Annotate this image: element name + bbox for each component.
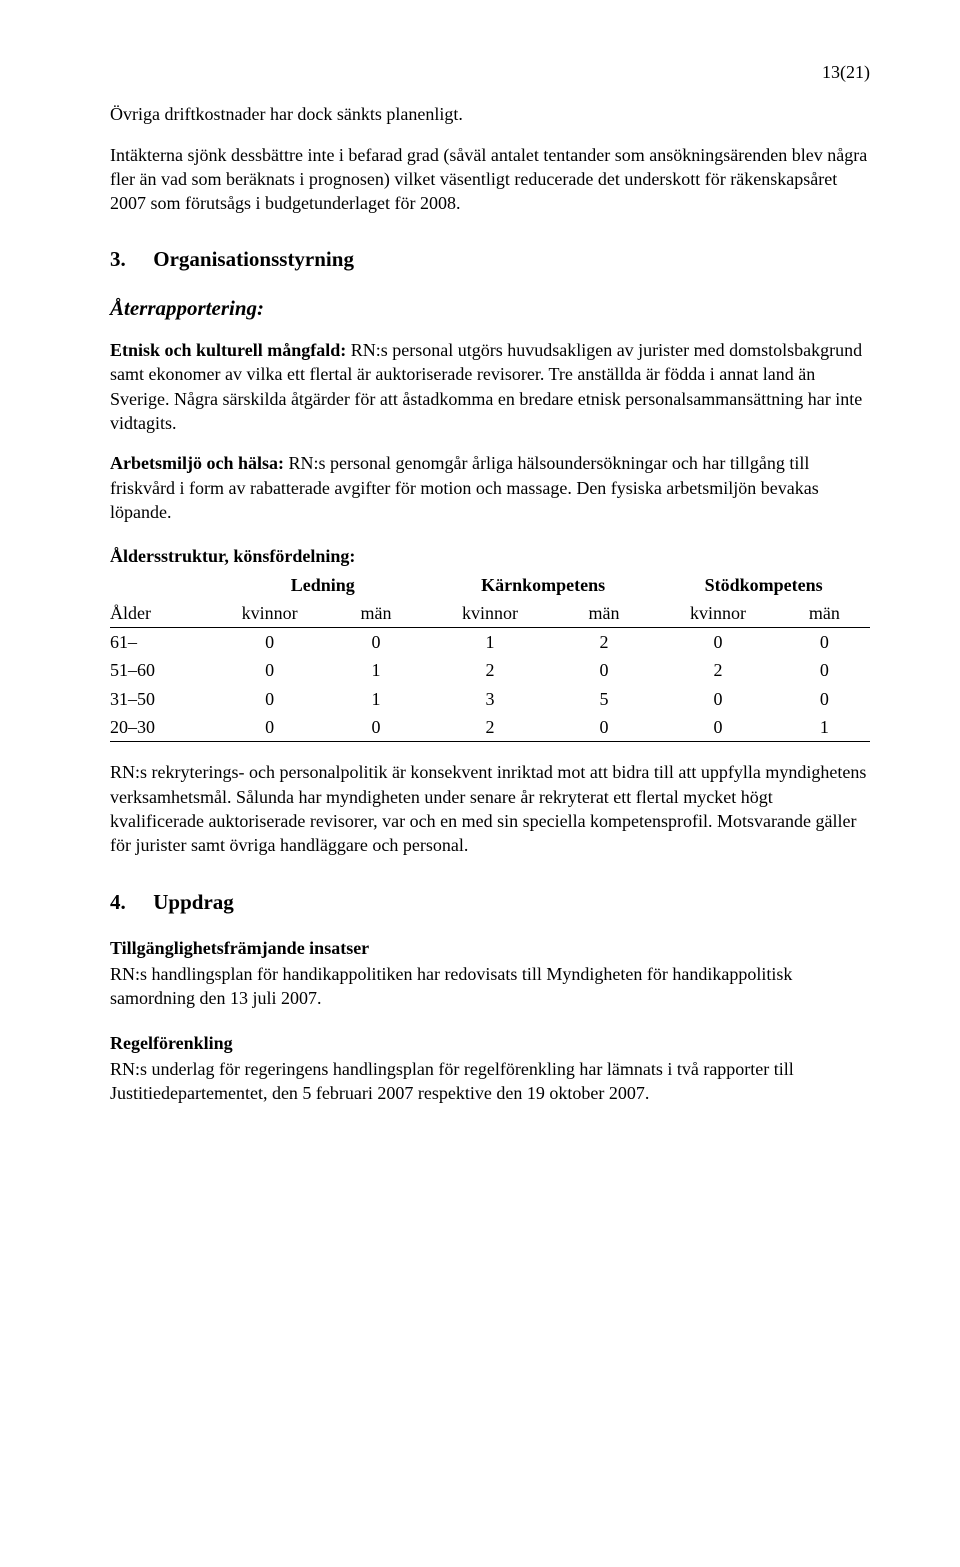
table-heading: Åldersstruktur, könsfördelning: (110, 544, 870, 568)
table-cell: 3 (429, 685, 551, 713)
age-structure-table: Ledning Kärnkompetens Stödkompetens Ålde… (110, 571, 870, 743)
etnisk-mangfald-label: Etnisk och kulturell mångfald: (110, 340, 346, 360)
arbetsmiljo-label: Arbetsmiljö och hälsa: (110, 453, 284, 473)
table-cell: 0 (216, 685, 322, 713)
paragraph-rekrytering: RN:s rekryterings- och personalpolitik ä… (110, 760, 870, 857)
table-cell: 1 (429, 628, 551, 657)
aterrapportering-heading: Återrapportering: (110, 294, 870, 322)
regelforenkling-heading: Regelförenkling (110, 1031, 870, 1055)
col-header: kvinnor (216, 599, 322, 628)
table-cell: 2 (551, 628, 657, 657)
table-cell: 5 (551, 685, 657, 713)
table-cell: 2 (429, 656, 551, 684)
table-cell: 0 (216, 628, 322, 657)
col-header: kvinnor (429, 599, 551, 628)
group-header (110, 571, 216, 599)
table-cell: 61– (110, 628, 216, 657)
table-cell: 0 (657, 685, 779, 713)
group-header-stodkompetens: Stödkompetens (657, 571, 870, 599)
table-cell: 2 (429, 713, 551, 742)
table-cell: 0 (551, 713, 657, 742)
section-4-title: Uppdrag (153, 890, 234, 914)
table-body: 61–00120051–6001202031–5001350020–300020… (110, 628, 870, 742)
group-header-karnkompetens: Kärnkompetens (429, 571, 657, 599)
paragraph-driftkostnader: Övriga driftkostnader har dock sänkts pl… (110, 102, 870, 126)
table-cell: 0 (779, 628, 870, 657)
table-cell: 51–60 (110, 656, 216, 684)
table-row: 20–30002001 (110, 713, 870, 742)
table-row: 61–001200 (110, 628, 870, 657)
col-header: män (323, 599, 429, 628)
section-4-number: 4. (110, 888, 148, 916)
tillganglighet-heading: Tillgänglighetsfrämjande insatser (110, 936, 870, 960)
col-header: män (551, 599, 657, 628)
table-cell: 0 (216, 713, 322, 742)
col-header: män (779, 599, 870, 628)
paragraph-regelforenkling: RN:s underlag för regeringens handlingsp… (110, 1057, 870, 1106)
table-cell: 0 (779, 685, 870, 713)
table-row: 31–50013500 (110, 685, 870, 713)
table-cell: 0 (323, 713, 429, 742)
table-cell: 0 (657, 713, 779, 742)
table-cell: 1 (779, 713, 870, 742)
table-cell: 0 (551, 656, 657, 684)
group-header-ledning: Ledning (216, 571, 429, 599)
table-cell: 0 (323, 628, 429, 657)
table-cell: 0 (657, 628, 779, 657)
section-3-heading: 3. Organisationsstyrning (110, 245, 870, 273)
section-4-heading: 4. Uppdrag (110, 888, 870, 916)
table-cell: 31–50 (110, 685, 216, 713)
table-cell: 0 (216, 656, 322, 684)
table-cell: 2 (657, 656, 779, 684)
table-row: 51–60012020 (110, 656, 870, 684)
section-3-number: 3. (110, 245, 148, 273)
table-cell: 1 (323, 656, 429, 684)
paragraph-etnisk-mangfald: Etnisk och kulturell mångfald: RN:s pers… (110, 338, 870, 435)
col-header: Ålder (110, 599, 216, 628)
table-cell: 20–30 (110, 713, 216, 742)
page-number: 13(21) (110, 60, 870, 84)
paragraph-arbetsmiljo: Arbetsmiljö och hälsa: RN:s personal gen… (110, 451, 870, 524)
col-header: kvinnor (657, 599, 779, 628)
section-3-title: Organisationsstyrning (153, 247, 354, 271)
paragraph-tillganglighet: RN:s handlingsplan för handikappolitiken… (110, 962, 870, 1011)
table-cell: 0 (779, 656, 870, 684)
table-cell: 1 (323, 685, 429, 713)
paragraph-intakter: Intäkterna sjönk dessbättre inte i befar… (110, 143, 870, 216)
